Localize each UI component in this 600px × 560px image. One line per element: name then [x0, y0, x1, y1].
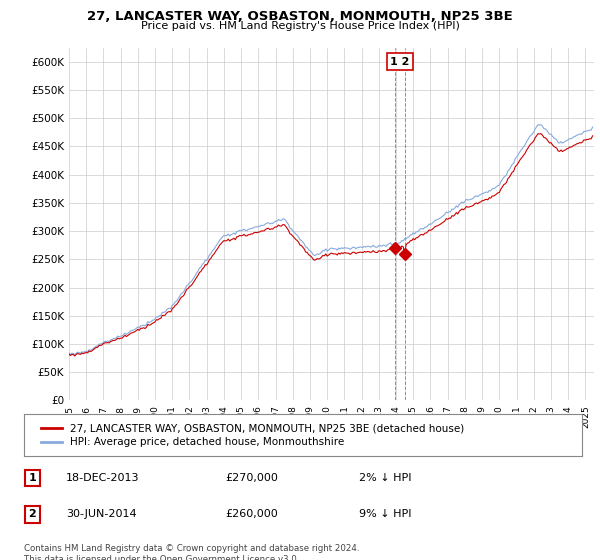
Text: 1: 1 — [28, 473, 36, 483]
Text: 2% ↓ HPI: 2% ↓ HPI — [359, 473, 412, 483]
Text: 27, LANCASTER WAY, OSBASTON, MONMOUTH, NP25 3BE: 27, LANCASTER WAY, OSBASTON, MONMOUTH, N… — [87, 10, 513, 23]
Text: 9% ↓ HPI: 9% ↓ HPI — [359, 510, 412, 519]
Text: Contains HM Land Registry data © Crown copyright and database right 2024.
This d: Contains HM Land Registry data © Crown c… — [24, 544, 359, 560]
Text: 18-DEC-2013: 18-DEC-2013 — [66, 473, 139, 483]
Legend: 27, LANCASTER WAY, OSBASTON, MONMOUTH, NP25 3BE (detached house), HPI: Average p: 27, LANCASTER WAY, OSBASTON, MONMOUTH, N… — [35, 417, 471, 454]
Text: 1 2: 1 2 — [391, 57, 410, 67]
Text: Price paid vs. HM Land Registry's House Price Index (HPI): Price paid vs. HM Land Registry's House … — [140, 21, 460, 31]
Text: £260,000: £260,000 — [225, 510, 278, 519]
Text: 2: 2 — [28, 510, 36, 519]
Text: £270,000: £270,000 — [225, 473, 278, 483]
Text: 30-JUN-2014: 30-JUN-2014 — [66, 510, 136, 519]
